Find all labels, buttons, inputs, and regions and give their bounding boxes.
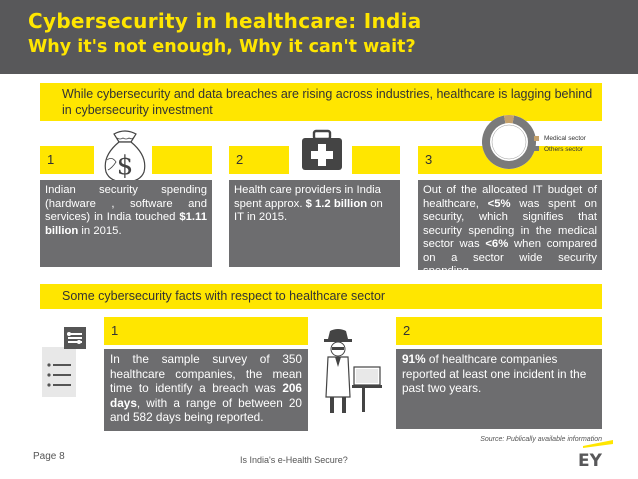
section2-banner: Some cybersecurity facts with respect to… xyxy=(40,284,602,309)
legend-medical-swatch xyxy=(534,136,539,141)
item2-description: Health care providers in India spent app… xyxy=(229,180,400,267)
medical-kit-icon xyxy=(302,129,342,170)
item3-description: Out of the allocated IT budget of health… xyxy=(418,180,602,277)
page-number: Page 8 xyxy=(33,451,65,462)
item1-number: 1 xyxy=(40,146,94,174)
item1-number-bar xyxy=(152,146,212,174)
legend-medical-label: Medical sector xyxy=(544,135,586,142)
legend-others-swatch xyxy=(534,146,539,151)
item2-number: 2 xyxy=(229,146,289,174)
page-subtitle: Why it's not enough, Why it can't wait? xyxy=(28,37,416,57)
legend-others-label: Others sector xyxy=(544,146,584,153)
hacker-icon xyxy=(324,329,382,413)
fact2-number: 2 xyxy=(396,317,602,345)
ey-logo: EY xyxy=(578,440,613,468)
donut-chart xyxy=(482,115,536,169)
item1-description: Indian security spending (hardware , sof… xyxy=(40,180,212,267)
header-bar: Cybersecurity in healthcare: India Why i… xyxy=(0,0,638,74)
fact1-number: 1 xyxy=(104,317,308,345)
fact1-description: In the sample survey of 350 healthcare c… xyxy=(104,349,308,431)
page-title: Cybersecurity in healthcare: India xyxy=(28,9,422,33)
money-bag-icon: $ xyxy=(104,130,146,183)
fact2-description: 91% of healthcare companies reported at … xyxy=(396,349,602,429)
checklist-icon xyxy=(42,327,86,397)
source-note: Source: Publically available information xyxy=(480,436,602,443)
svg-text:$: $ xyxy=(117,151,134,181)
item2-number-bar xyxy=(352,146,400,174)
svg-text:EY: EY xyxy=(578,451,603,468)
legend-markers xyxy=(534,136,539,151)
document-title: Is India's e-Health Secure? xyxy=(240,455,348,465)
section1-banner: While cybersecurity and data breaches ar… xyxy=(40,83,602,121)
